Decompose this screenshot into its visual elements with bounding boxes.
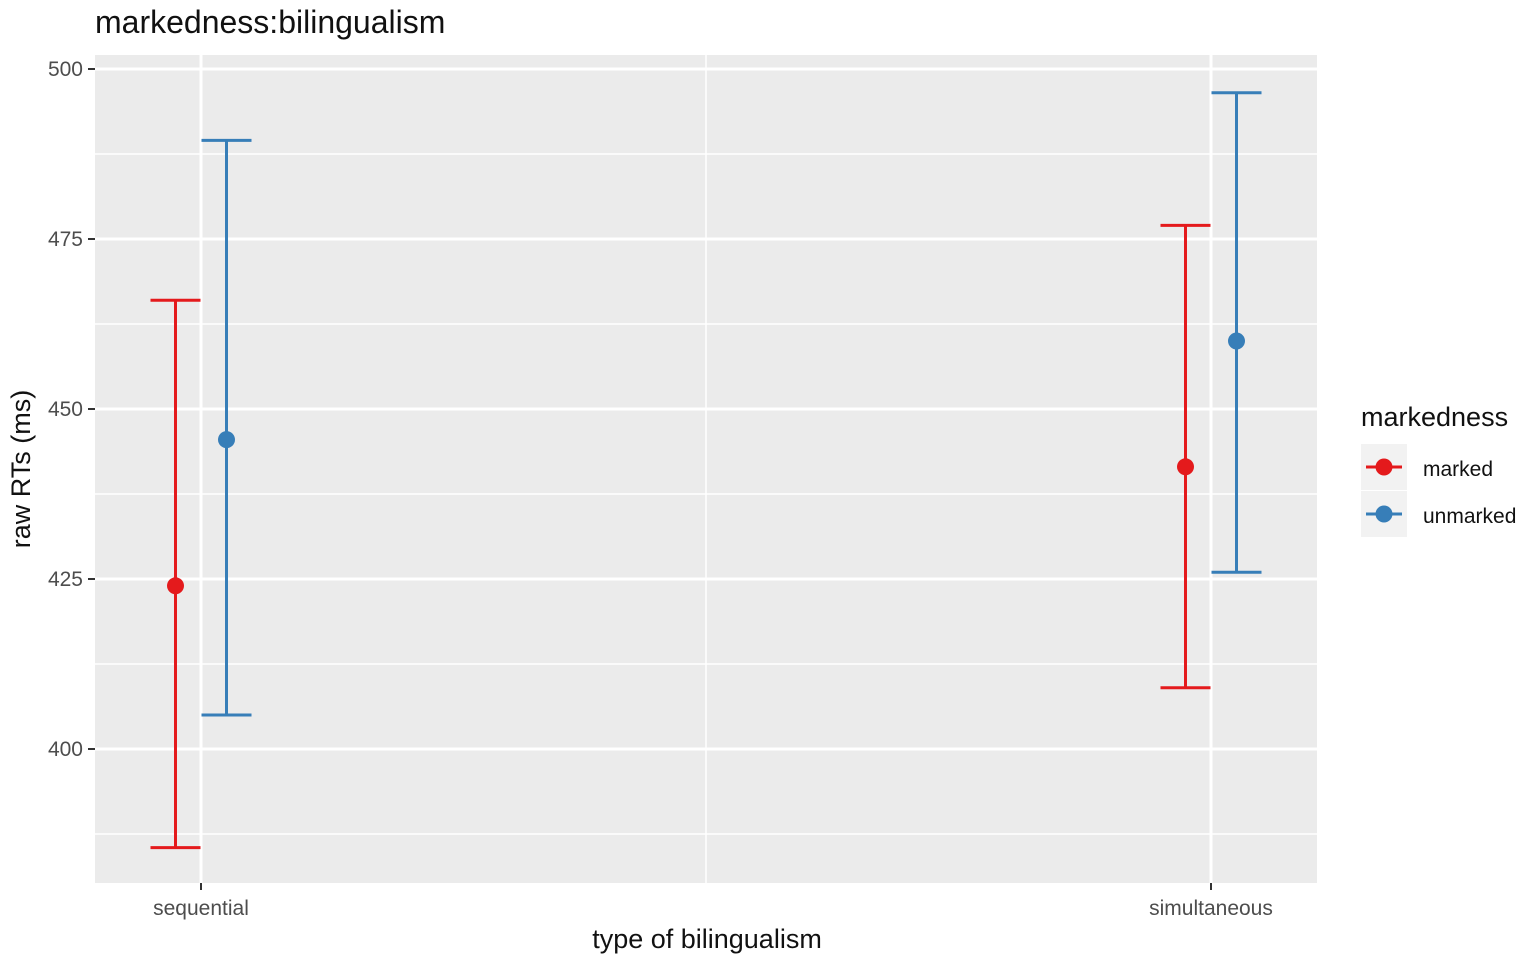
y-axis-title: raw RTs (ms) [6,390,36,549]
y-tick-label: 400 [48,738,83,761]
point-unmarked-simultaneous [1228,332,1245,350]
x-tick-label: simultaneous [1149,897,1273,920]
major-gridlines [95,55,1317,883]
y-tick-label: 425 [48,568,83,591]
legend-key-point-unmarked [1375,505,1393,523]
y-tick-label: 450 [48,398,83,421]
x-tick-label: sequential [153,897,249,920]
chart-title: markedness:bilingualism [95,4,445,40]
legend-title: markedness [1361,402,1508,432]
point-unmarked-sequential [218,431,235,449]
legend-key-point-marked [1375,458,1393,476]
y-axis: 400 425 450 475 500 [48,58,95,761]
legend-label-marked: marked [1423,458,1493,481]
x-axis-title: type of bilingualism [592,924,822,954]
minor-gridlines [95,55,1317,883]
legend-label-unmarked: unmarked [1423,505,1516,528]
point-marked-sequential [167,577,184,595]
point-marked-simultaneous [1177,458,1194,476]
x-axis: sequential simultaneous [153,883,1273,920]
legend: markedness marked unmarked [1361,402,1516,537]
y-tick-label: 475 [48,228,83,251]
y-tick-label: 500 [48,58,83,81]
data-marks [150,91,1262,850]
